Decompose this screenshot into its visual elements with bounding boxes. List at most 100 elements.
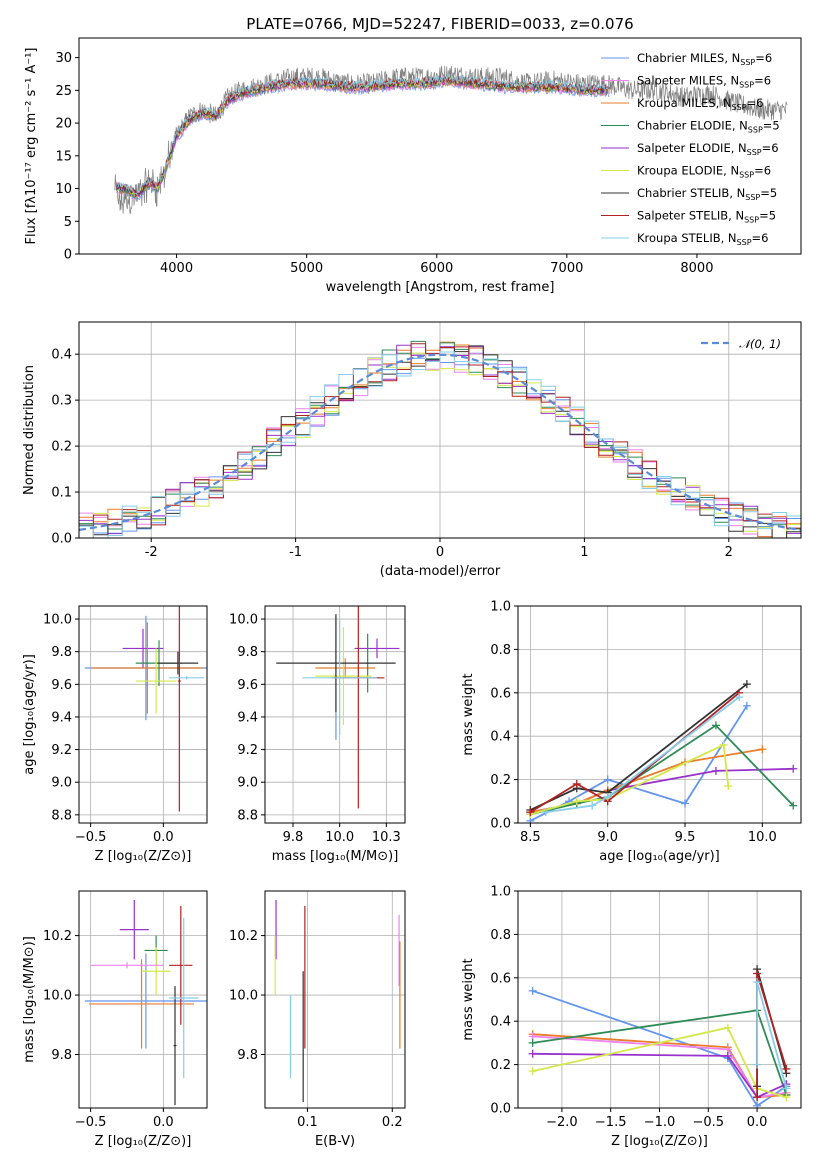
legend-text: Salpeter STELIB, N <box>637 209 744 223</box>
y-tick-label: 20 <box>55 117 72 132</box>
x-axis-label: age [log₁₀(age/yr)] <box>599 849 720 864</box>
x-tick-label: 0.0 <box>153 830 174 845</box>
series-point-marker <box>723 1023 732 1032</box>
y-tick-label: 0.4 <box>490 1015 511 1030</box>
series-point-marker <box>789 801 798 810</box>
plot-area-age_vs_Z <box>84 606 207 812</box>
x-tick-label: 10.3 <box>372 830 401 845</box>
series-point-marker <box>711 766 720 775</box>
x-tick-label: 2 <box>725 545 733 560</box>
y-tick-label: 0.1 <box>51 486 72 501</box>
x-tick-label: 4000 <box>160 261 193 276</box>
y-tick-label: 9.0 <box>237 776 258 791</box>
series-point-marker <box>723 1051 732 1060</box>
axes-frame <box>78 37 802 255</box>
y-tick-label: 1.0 <box>490 885 511 900</box>
x-axis-label: (data-model)/error <box>380 564 501 579</box>
weight-series-line <box>532 1052 787 1099</box>
series-point-marker <box>758 745 767 754</box>
series-point-marker <box>528 1067 537 1076</box>
y-tick-label: 10.0 <box>43 613 72 628</box>
y-tick-label: 0.2 <box>490 1058 511 1073</box>
x-tick-label: −0.5 <box>693 1115 725 1130</box>
axes-frame <box>264 605 406 824</box>
x-tick-label: 8.5 <box>520 830 541 845</box>
series-point-marker <box>528 986 537 995</box>
x-tick-label: -2 <box>145 545 158 560</box>
x-axis-label: Z [log₁₀(Z/Z⊙)] <box>611 1134 708 1149</box>
series-point-marker <box>541 808 550 817</box>
legend-entry-label: Salpeter ELODIE, NSSP=6 <box>637 141 779 157</box>
x-tick-label: -1 <box>289 545 302 560</box>
y-tick-label: 9.8 <box>51 645 72 660</box>
series-point-marker <box>711 721 720 730</box>
x-tick-label: 9.0 <box>597 830 618 845</box>
y-tick-label: 9.8 <box>237 1048 258 1063</box>
y-tick-label: 0.2 <box>51 440 72 455</box>
observed-spectrum-line <box>114 65 788 215</box>
y-tick-label: 8.8 <box>51 808 72 823</box>
series-point-marker <box>753 969 762 978</box>
weight-series-line <box>529 705 748 822</box>
legend-subscript: SSP <box>744 216 759 225</box>
y-tick-label: 0.4 <box>490 730 511 745</box>
y-axis-label: age [log₁₀(age/yr)] <box>22 654 37 775</box>
residual-histogram <box>79 351 801 538</box>
panel-weight_vs_Z: −2.0 −1.5 −1.0 −0.5 0.0 0.0 0.2 0.4 0.6 0.8 1.0 Z [… <box>461 885 802 1149</box>
x-tick-label: 0.0 <box>747 1115 768 1130</box>
series-point-marker <box>753 1060 762 1069</box>
legend-text: Chabrier MILES, N <box>637 51 740 65</box>
y-tick-label: 1.0 <box>490 600 511 615</box>
legend-entry-label: Chabrier STELIB, NSSP=5 <box>637 186 777 202</box>
legend-subscript: SSP <box>747 148 762 157</box>
plot-area-spectrum <box>114 65 788 215</box>
legend-subscript: SSP <box>737 238 752 247</box>
legend-suffix: =6 <box>762 141 779 155</box>
model-spectrum-line <box>116 76 610 198</box>
weight-series-line <box>756 981 788 1089</box>
legend-text: Salpeter ELODIE, N <box>637 141 747 155</box>
series-point-marker <box>782 1093 791 1102</box>
model-spectrum-line <box>116 79 610 201</box>
y-tick-label: 9.6 <box>51 678 72 693</box>
y-tick-label: 0.8 <box>490 643 511 658</box>
x-tick-label: 6000 <box>420 261 453 276</box>
weight-series-line <box>545 696 740 813</box>
legend-subscript: SSP <box>732 103 747 112</box>
y-tick-label: 10.0 <box>229 989 258 1004</box>
panel-spectrum: 4000 5000 6000 7000 8000 0 5 10 15 20 25 30 waveleng… <box>24 15 802 295</box>
legend-text: Salpeter MILES, N <box>637 74 739 88</box>
model-spectrum-line <box>116 78 610 198</box>
chart-title: PLATE=0766, MJD=52247, FIBERID=0033, z=0… <box>246 15 633 33</box>
series-point-marker <box>528 1049 537 1058</box>
axes-frame <box>517 605 802 824</box>
axes-frame <box>78 890 208 1109</box>
legend-entry-label: Salpeter STELIB, NSSP=5 <box>637 209 776 225</box>
legend-subscript: SSP <box>739 171 754 180</box>
legend-subscript: SSP <box>739 81 754 90</box>
legend-entry-label: Chabrier MILES, NSSP=6 <box>637 51 772 67</box>
y-tick-label: 9.4 <box>237 710 258 725</box>
model-spectrum-line <box>116 80 610 199</box>
legend-subscript: SSP <box>748 126 763 135</box>
series-point-marker <box>572 797 581 806</box>
model-spectrum-line <box>116 78 610 201</box>
y-tick-label: 9.0 <box>51 776 72 791</box>
legend-subscript: SSP <box>745 193 760 202</box>
x-axis-label: Z [log₁₀(Z/Z⊙)] <box>95 1134 192 1149</box>
y-tick-label: 5 <box>64 215 72 230</box>
y-tick-label: 0 <box>64 248 72 263</box>
y-tick-label: 9.4 <box>51 710 72 725</box>
legend-entry-label: Chabrier ELODIE, NSSP=5 <box>637 119 780 135</box>
x-tick-label: 10.0 <box>748 830 777 845</box>
series-point-marker <box>526 808 535 817</box>
legend-text: Kroupa STELIB, N <box>637 231 737 245</box>
x-tick-label: −0.5 <box>75 1115 107 1130</box>
panel-residuals: -2 -1 0 1 2 0.0 0.1 0.2 0.3 0.4 (data-model)/error… <box>22 321 802 579</box>
legend-text: Kroupa ELODIE, N <box>637 164 739 178</box>
y-tick-label: 8.8 <box>237 808 258 823</box>
legend-suffix: =5 <box>763 119 780 133</box>
legend-suffix: =5 <box>760 186 777 200</box>
y-tick-label: 15 <box>55 149 72 164</box>
